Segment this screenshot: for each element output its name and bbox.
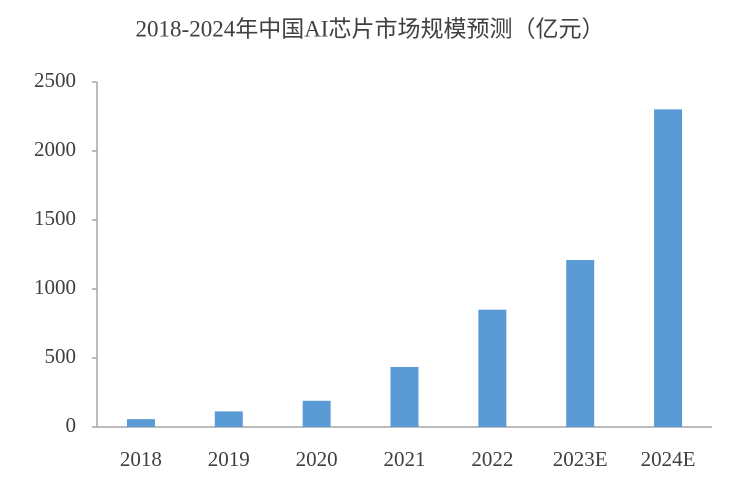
x-tick-label: 2023E <box>553 447 608 471</box>
y-tick-label: 2000 <box>34 137 76 161</box>
x-tick-label: 2024E <box>641 447 696 471</box>
x-tick-label: 2021 <box>384 447 426 471</box>
chart-title: 2018-2024年中国AI芯片市场规模预测（亿元） <box>136 16 605 41</box>
x-tick-label: 2022 <box>471 447 513 471</box>
bar <box>654 109 683 427</box>
y-tick-label: 0 <box>66 413 77 437</box>
y-tick-label: 1500 <box>34 206 76 230</box>
y-tick-label: 500 <box>45 344 77 368</box>
bar <box>126 419 155 427</box>
bar <box>214 411 243 427</box>
x-tick-label: 2018 <box>120 447 162 471</box>
bar <box>302 400 331 427</box>
y-tick-label: 2500 <box>34 68 76 92</box>
x-tick-label: 2019 <box>208 447 250 471</box>
bar <box>478 309 507 427</box>
y-tick-label: 1000 <box>34 275 76 299</box>
x-tick-label: 2020 <box>296 447 338 471</box>
bar <box>390 366 419 427</box>
bar <box>566 260 595 427</box>
